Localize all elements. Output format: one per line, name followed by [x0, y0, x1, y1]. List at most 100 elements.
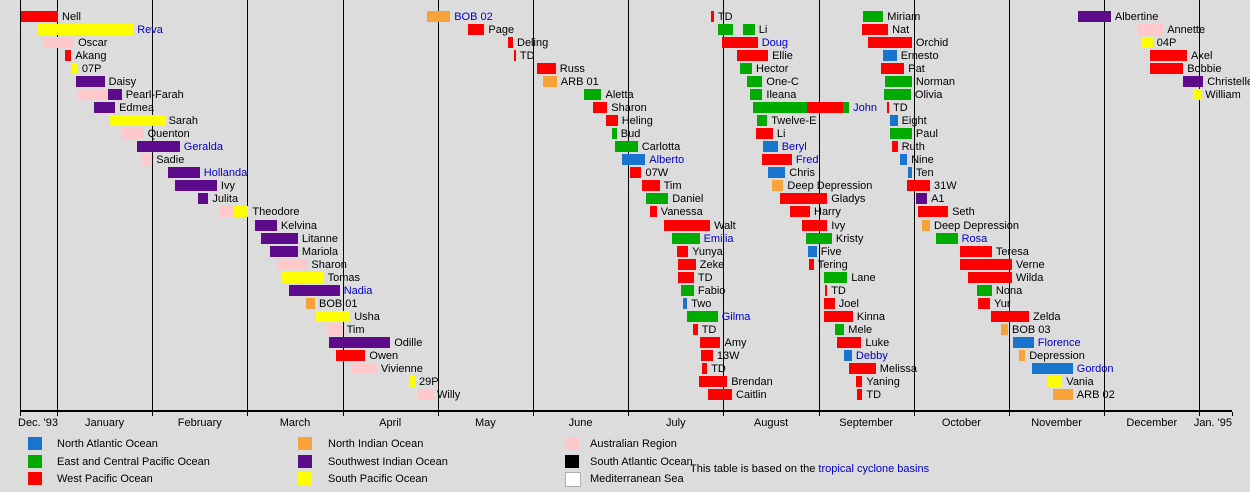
storm-label: Nat: [892, 24, 910, 36]
storm-link-label[interactable]: Emilia: [703, 232, 734, 245]
storm-bar-na: [899, 154, 908, 166]
storm-bar-sp: [1048, 375, 1063, 387]
storm-label: Sarah: [168, 115, 198, 128]
storm-bar-ecp: [680, 284, 694, 296]
storm-bar-wp: [468, 24, 485, 35]
storm-label: Walt: [714, 219, 736, 232]
storm-link-label[interactable]: Debby: [855, 349, 888, 362]
legend-label: Mediterranean Sea: [590, 473, 684, 485]
axis-tick: [57, 412, 58, 416]
storm-bar-sp: [233, 206, 249, 218]
storm-bar-wp: [809, 258, 814, 270]
storm-label: Quenton: [147, 128, 190, 141]
storm-link-label[interactable]: Florence: [1037, 336, 1081, 349]
storm-bar-sp: [72, 63, 78, 75]
storm-label: Aletta: [605, 89, 634, 102]
storm-bar-wp: [1149, 50, 1187, 62]
storm-label: Sadie: [156, 154, 185, 167]
storm-label: Bud: [620, 128, 641, 141]
storm-label: Theodore: [252, 206, 300, 219]
storm-bar-ecp: [687, 310, 718, 322]
storm-bar-wp: [855, 375, 863, 387]
storm-bar-ni: [1018, 349, 1026, 361]
axis-tick: [20, 412, 21, 416]
storm-bar-wp: [1149, 63, 1184, 75]
storm-bar-aus: [417, 388, 433, 400]
storm-label: Tering: [817, 258, 848, 271]
storm-bar-wp: [917, 206, 949, 218]
storm-label: Kinna: [856, 310, 886, 323]
storm-label: Zeke: [699, 258, 725, 271]
storm-link-label[interactable]: Rosa: [961, 232, 988, 245]
gridline: [152, 0, 154, 410]
storm-link-label[interactable]: BOB 02: [454, 11, 493, 23]
storm-bar-wp: [699, 336, 721, 348]
storm-bar-swi: [108, 89, 122, 101]
storm-bar-wp: [630, 167, 642, 179]
storm-bar-swi: [270, 245, 298, 257]
storm-label: Five: [820, 245, 842, 258]
storm-label: Tomas: [327, 271, 360, 284]
storm-bar-wp: [825, 284, 828, 296]
storm-bar-sp: [281, 271, 324, 283]
storm-link-label[interactable]: Beryl: [781, 141, 807, 154]
legend-label: North Atlantic Ocean: [57, 438, 158, 450]
storm-bar-sp: [409, 375, 415, 387]
storm-link-label[interactable]: Alberto: [649, 154, 685, 167]
storm-bar-wp: [968, 271, 1012, 283]
storm-label: BOB 03: [1012, 323, 1051, 336]
storm-link-label[interactable]: Nadia: [343, 284, 373, 297]
storm-link-label[interactable]: Hollanda: [203, 167, 248, 180]
storm-label: Edmea: [119, 102, 154, 115]
legend-label: South Atlantic Ocean: [590, 455, 693, 468]
gridline: [1104, 0, 1106, 410]
storm-label: Brendan: [731, 375, 773, 388]
storm-bar-wp: [762, 154, 792, 166]
axis-tick: [1009, 412, 1010, 416]
storm-label: Ivy: [831, 219, 846, 232]
storm-bar-ni: [772, 180, 784, 192]
storm-bar-na: [908, 167, 912, 179]
storm-bar-swi: [915, 193, 928, 205]
storm-bar-wp: [692, 323, 698, 335]
storm-bar-ecp: [739, 63, 752, 75]
storm-label: Odille: [394, 336, 423, 349]
storm-label: Norman: [915, 76, 956, 89]
gridline: [818, 0, 820, 410]
legend-label: Southwest Indian Ocean: [328, 455, 448, 468]
storm-bar-ni: [1052, 388, 1073, 400]
storm-label: TD: [717, 11, 733, 23]
legend-swatch-sa: [565, 454, 579, 468]
storm-label: Li: [776, 128, 786, 141]
storm-bar-ecp: [750, 89, 763, 101]
storm-bar-wp: [824, 310, 853, 322]
storm-link-label[interactable]: Doug: [761, 37, 788, 50]
storm-bar-sp: [110, 115, 165, 127]
storm-link-label[interactable]: Gilma: [721, 310, 751, 323]
storm-label: Pat: [908, 63, 925, 76]
storm-bar-swi: [289, 284, 340, 296]
storm-label: ARB 01: [560, 76, 599, 89]
legend-label: East and Central Pacific Ocean: [57, 455, 210, 468]
storm-link-label[interactable]: Gordon: [1076, 362, 1114, 375]
storm-bar-wp: [677, 258, 696, 270]
storm-label: TD: [866, 388, 882, 401]
storm-bar-na: [1012, 336, 1034, 348]
storm-label: Pearl-Farah: [125, 89, 184, 102]
storm-label: Deling: [517, 37, 549, 50]
storm-bar-ecp: [885, 76, 912, 88]
storm-bar-wp: [698, 375, 728, 387]
storm-bar-ecp: [806, 232, 832, 244]
note-link[interactable]: tropical cyclone basins: [818, 463, 930, 475]
legend-swatch-sp: [298, 472, 312, 485]
storm-label: A1: [931, 193, 945, 206]
storm-bar-aus: [1136, 24, 1164, 35]
axis-tick: [1232, 412, 1233, 416]
storm-link-label[interactable]: Fred: [795, 154, 819, 167]
storm-label: Deep Depression: [787, 180, 873, 193]
storm-link-label[interactable]: Reva: [137, 24, 163, 36]
storm-link-label[interactable]: Geralda: [183, 141, 223, 154]
storm-label: Luke: [865, 336, 890, 349]
storm-link-label[interactable]: John: [853, 102, 877, 115]
storm-bar-wp: [736, 50, 769, 62]
